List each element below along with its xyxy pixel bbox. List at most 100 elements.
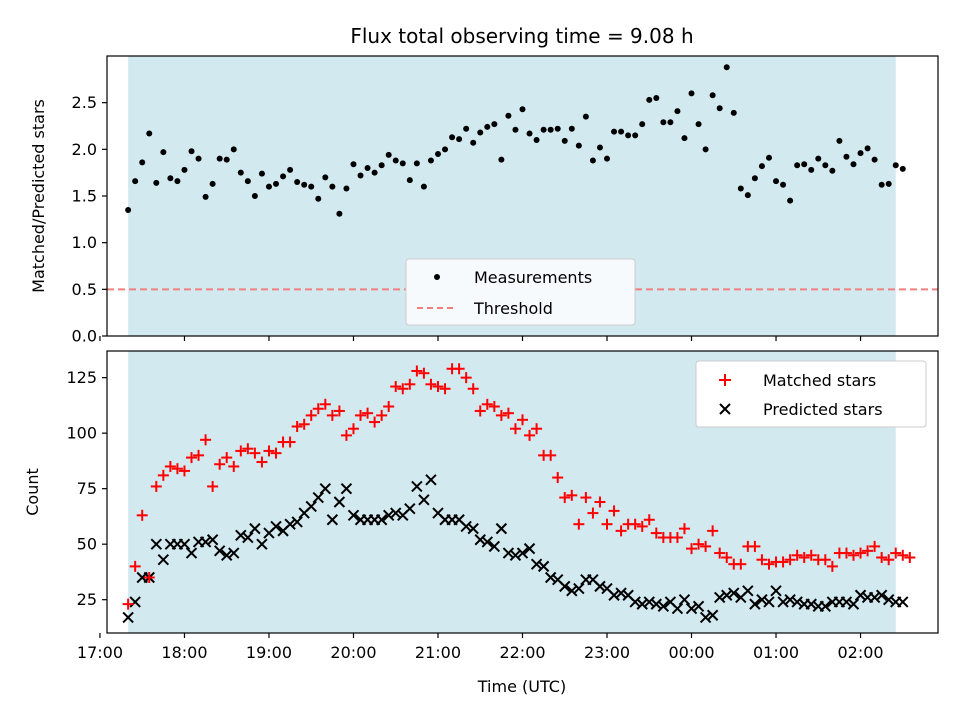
predicted-star-point (319, 482, 332, 495)
measurement-point (244, 178, 251, 185)
measurement-point (526, 130, 533, 137)
bottom-y-tick-label: 50 (77, 535, 97, 554)
predicted-star-point (213, 545, 226, 557)
predicted-star-point (523, 542, 536, 555)
matched-star-point (573, 518, 585, 530)
x-tick-label: 01:00 (753, 643, 799, 662)
predicted-star-point (566, 585, 578, 597)
predicted-star-point (882, 593, 895, 606)
matched-star-point (481, 398, 493, 410)
matched-star-point (214, 458, 226, 470)
predicted-star-point (756, 593, 768, 606)
measurement-point (470, 139, 477, 146)
predicted-star-point (608, 589, 620, 601)
predicted-star-point (770, 585, 782, 597)
measurement-point (449, 134, 456, 141)
matched-star-point (594, 496, 606, 508)
matched-star-point (326, 409, 338, 421)
predicted-star-point (699, 611, 712, 624)
matched-star-point (369, 416, 381, 428)
predicted-star-point (502, 547, 515, 559)
measurement-point (681, 135, 688, 142)
predicted-star-point (749, 598, 761, 610)
matched-star-point (678, 523, 690, 535)
matched-star-point (143, 571, 155, 583)
matched-star-point (650, 527, 662, 539)
measurement-point (808, 166, 815, 173)
matched-star-point (897, 549, 909, 561)
measurement-point (716, 105, 723, 112)
predicted-star-point (221, 549, 233, 561)
top-y-tick-label: 0.0 (72, 327, 97, 346)
measurement-point (392, 157, 399, 164)
measurement-point (674, 108, 681, 115)
predicted-star-point (706, 609, 719, 621)
measurement-point (336, 210, 343, 217)
measurement-point (547, 126, 554, 133)
predicted-star-point (692, 600, 705, 613)
measurement-point (216, 155, 223, 162)
top-x-ticks (99, 336, 862, 341)
matched-star-point (362, 407, 374, 419)
matched-star-point (847, 549, 859, 561)
predicted-star-point (347, 509, 360, 522)
measurement-point (434, 151, 441, 157)
matched-star-point (467, 383, 479, 395)
matched-star-point (707, 525, 719, 537)
matched-star-point (552, 472, 564, 484)
matched-star-point (686, 543, 698, 555)
matched-star-point (545, 449, 557, 461)
predicted-star-point (728, 587, 740, 599)
matched-star-point (798, 552, 810, 564)
matched-star-point (291, 420, 303, 432)
matched-star-point (559, 492, 571, 504)
measurement-point (301, 181, 308, 188)
matched-star-point (186, 452, 198, 464)
matched-star-point (587, 507, 599, 519)
matched-star-point (383, 401, 395, 413)
measurement-point (878, 181, 885, 188)
bottom-y-axis-title: Count (23, 468, 42, 516)
top-legend: Measurements Threshold (405, 258, 636, 326)
measurement-point (758, 163, 765, 170)
measurement-point (413, 160, 420, 167)
predicted-star-point (657, 600, 670, 613)
measurement-point (892, 162, 899, 169)
measurement-point (294, 179, 301, 185)
matched-star-point (580, 492, 592, 504)
matched-star-point (157, 469, 169, 481)
measurement-point (596, 144, 603, 151)
x-axis-title: Time (UTC) (477, 677, 566, 696)
measurement-point (202, 193, 209, 200)
measurement-point (646, 96, 653, 103)
predicted-star-point (594, 580, 606, 593)
bottom-axes-frame (106, 350, 939, 634)
measurement-point (695, 121, 702, 128)
measurement-point (315, 195, 322, 202)
measurement-point (209, 180, 216, 187)
predicted-star-point (375, 514, 388, 526)
matched-star-point (235, 445, 247, 457)
predicted-star-point (312, 491, 324, 504)
measurement-point (667, 119, 674, 126)
measurement-point (280, 173, 287, 180)
measurement-point (737, 185, 744, 192)
predicted-star-point (474, 534, 486, 546)
top-y-tick-label: 2.0 (72, 140, 97, 159)
measurement-point (132, 178, 139, 185)
predicted-star-point (425, 474, 437, 486)
legend-measurements-label: Measurements (474, 268, 592, 287)
matched-star-point (777, 556, 789, 568)
matched-star-point (150, 480, 162, 492)
predicted-star-point (249, 522, 261, 535)
predicted-star-point (467, 522, 479, 535)
predicted-star-point (411, 480, 423, 493)
matched-star-point (418, 367, 430, 379)
matched-star-point (784, 554, 796, 566)
measurement-point (688, 90, 695, 97)
matched-star-point (791, 549, 803, 561)
legend-measurements-marker (434, 274, 440, 280)
x-tick-label: 19:00 (246, 643, 292, 662)
x-tick-label: 23:00 (584, 643, 630, 662)
matched-star-point (601, 518, 613, 530)
